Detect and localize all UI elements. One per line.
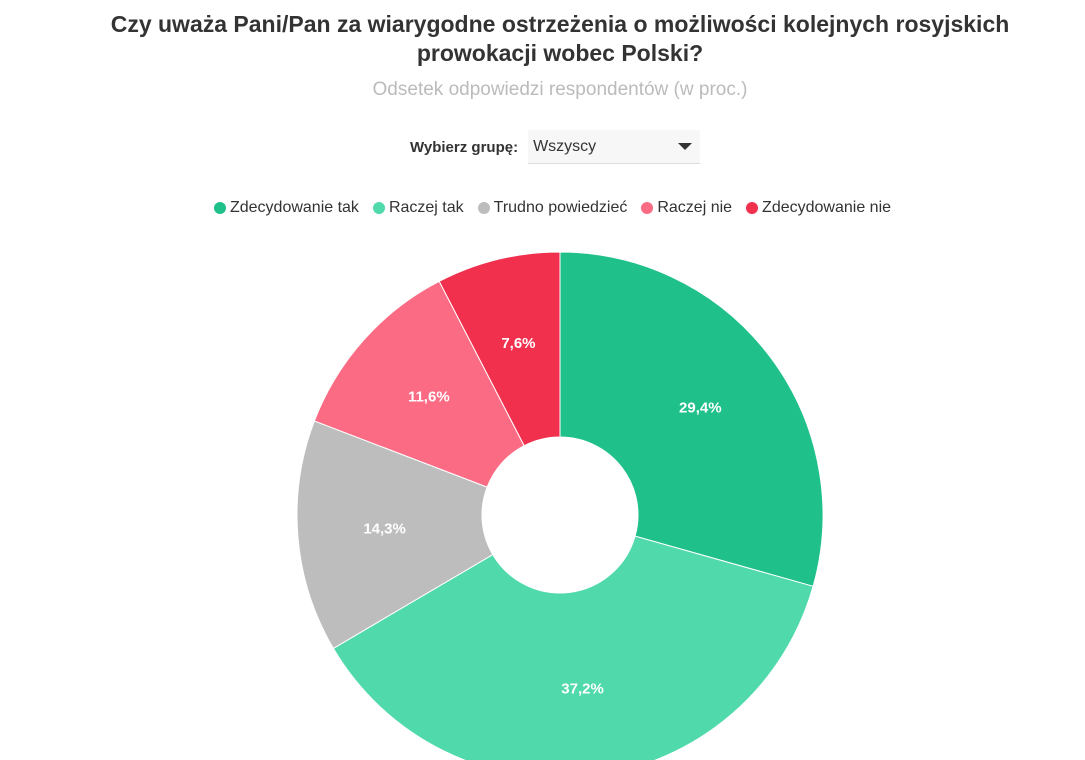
legend-item[interactable]: Raczej nie	[641, 199, 732, 217]
legend-label: Trudno powiedzieć	[493, 199, 628, 216]
legend-marker	[213, 202, 226, 214]
legend-label: Raczej nie	[657, 199, 733, 216]
data-label: 7,6%	[501, 335, 535, 352]
legend-marker	[746, 202, 759, 214]
legend-label: Raczej tak	[388, 199, 464, 216]
data-label: 29,4%	[679, 400, 722, 417]
slice	[332, 535, 814, 760]
chart-subtitle: Odsetek odpowiedzi respondentów (w proc.…	[372, 79, 748, 100]
group-select[interactable]: Wszyscy	[528, 130, 701, 164]
legend: Zdecydowanie tak Raczej tak Trudno powiedz…	[0, 199, 1085, 217]
data-label: 14,3%	[363, 521, 406, 538]
slice	[438, 251, 561, 447]
legend-label: Zdecydowanie tak	[229, 199, 359, 216]
slice	[313, 280, 525, 488]
legend-item[interactable]: Trudno powiedzieć	[477, 199, 628, 217]
group-control: Wybierz grupę: Wszyscy	[410, 130, 701, 164]
data-label: 11,6%	[408, 389, 450, 406]
legend-item[interactable]: Zdecydowanie tak	[213, 199, 359, 217]
legend-label: Zdecydowanie nie	[762, 199, 892, 216]
legend-item[interactable]: Raczej tak	[372, 199, 464, 217]
legend-item[interactable]: Zdecydowanie nie	[746, 199, 891, 217]
slice	[559, 251, 824, 587]
legend-marker	[641, 202, 654, 214]
select-value: Wszyscy	[533, 137, 597, 155]
slice	[296, 420, 494, 650]
chart-title: Czy uważa Pani/Pan za wiarygodne ostrzeż…	[110, 11, 1010, 66]
control-label: Wybierz grupę:	[410, 138, 519, 156]
data-label: 37,2%	[561, 681, 604, 698]
legend-marker	[477, 202, 490, 214]
dropdown-arrow	[678, 142, 693, 150]
legend-marker	[372, 202, 385, 214]
